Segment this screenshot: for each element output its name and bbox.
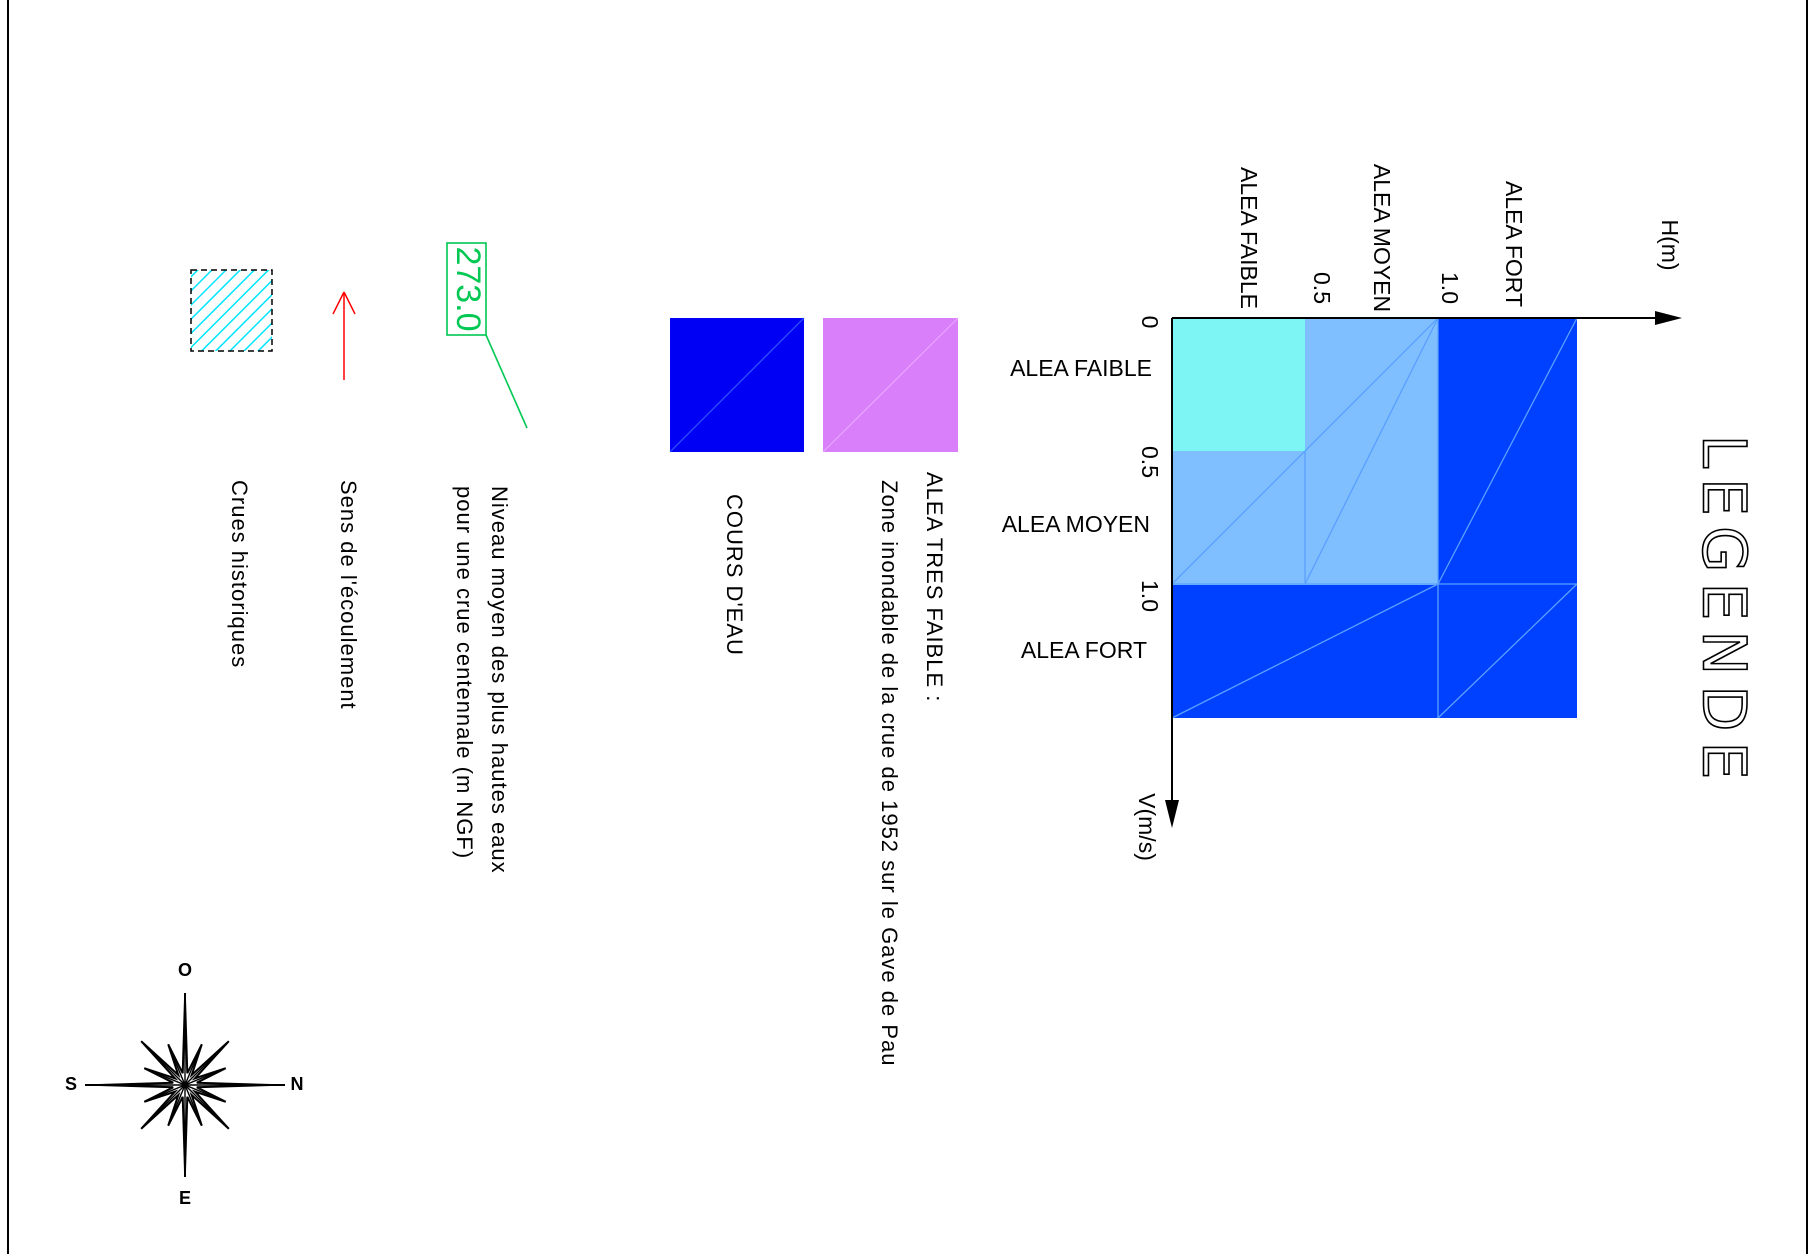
h-tick-1-0: 1.0 <box>1437 272 1463 304</box>
niveau-label-box <box>446 242 487 336</box>
niveau-leader-line <box>485 334 528 429</box>
compass-ray <box>184 1084 226 1103</box>
sens-label: Sens de l'écoulement <box>336 480 361 710</box>
matrix-faible-cell <box>1172 318 1305 451</box>
v-axis-label: V(m/s) <box>1134 793 1160 861</box>
legend-item-niveau: 273.0 Niveau moyen des plus hautes eaux … <box>446 242 528 874</box>
flow-arrow-head-left <box>332 291 345 315</box>
h-axis-label: H(m) <box>1657 219 1683 270</box>
niveau-description-line-1: Niveau moyen des plus hautes eaux <box>487 486 512 874</box>
compass-west-label: O <box>178 960 192 980</box>
flow-arrow-head-right <box>343 291 356 315</box>
compass-ray <box>184 1084 230 1130</box>
crues-label: Crues historiques <box>227 480 252 668</box>
tres-faible-description: Zone inondable de la crue de 1952 sur le… <box>877 480 902 1067</box>
h-tick-0: 0 <box>1137 316 1163 329</box>
matrix-cell-lines <box>1171 317 1578 719</box>
legend-item-crues: Crues historiques <box>190 269 273 668</box>
legend-item-cours-eau: COURS D'EAU <box>669 317 805 656</box>
row-label-fort: ALEA FORT <box>1021 637 1147 663</box>
h-axis-arrowhead <box>1655 311 1682 325</box>
legend-item-tres-faible: ALEA TRES FAIBLE : Zone inondable de la … <box>822 317 959 1067</box>
compass-south-label: S <box>65 1074 77 1094</box>
column-label-fort: ALEA FORT <box>1501 181 1527 307</box>
compass-ray <box>184 1067 226 1086</box>
tres-faible-title: ALEA TRES FAIBLE : <box>922 472 947 702</box>
v-axis-arrowhead <box>1165 800 1179 828</box>
column-label-faible: ALEA FAIBLE <box>1236 167 1262 309</box>
compass-north-label: N <box>291 1074 304 1094</box>
crues-hatch-swatch <box>190 269 273 352</box>
v-tick-1-0: 1.0 <box>1137 580 1163 612</box>
row-label-moyen: ALEA MOYEN <box>1002 511 1150 537</box>
niveau-value: 273.0 <box>449 246 487 331</box>
compass-ray <box>140 1040 186 1086</box>
compass-east-label: E <box>179 1188 191 1208</box>
compass-ray <box>184 1084 203 1126</box>
compass-ray <box>167 1044 186 1086</box>
hazard-matrix: H(m) V(m/s) 0 0.5 1.0 0.5 1.0 ALEA FAIBL… <box>1002 164 1683 861</box>
compass-ray <box>144 1084 186 1103</box>
column-label-moyen: ALEA MOYEN <box>1369 164 1395 312</box>
compass-ray <box>184 1044 203 1086</box>
tres-faible-swatch-diagonal <box>822 317 959 453</box>
compass-rose-icon: O E N S <box>65 960 304 1208</box>
compass-ray <box>144 1067 186 1086</box>
row-label-faible: ALEA FAIBLE <box>1010 355 1152 381</box>
niveau-description-line-2: pour une crue centennale (m NGF) <box>452 486 477 859</box>
compass-ray <box>184 1040 230 1086</box>
cours-eau-label: COURS D'EAU <box>722 494 747 656</box>
legend-item-sens: Sens de l'écoulement <box>332 291 361 710</box>
legend-title: LEGENDE <box>1688 435 1758 790</box>
compass-ray <box>167 1084 186 1126</box>
cours-eau-swatch-diagonal <box>669 317 805 453</box>
v-tick-0-5: 0.5 <box>1137 446 1163 478</box>
compass-ray <box>140 1084 186 1130</box>
h-tick-0-5: 0.5 <box>1309 272 1335 304</box>
